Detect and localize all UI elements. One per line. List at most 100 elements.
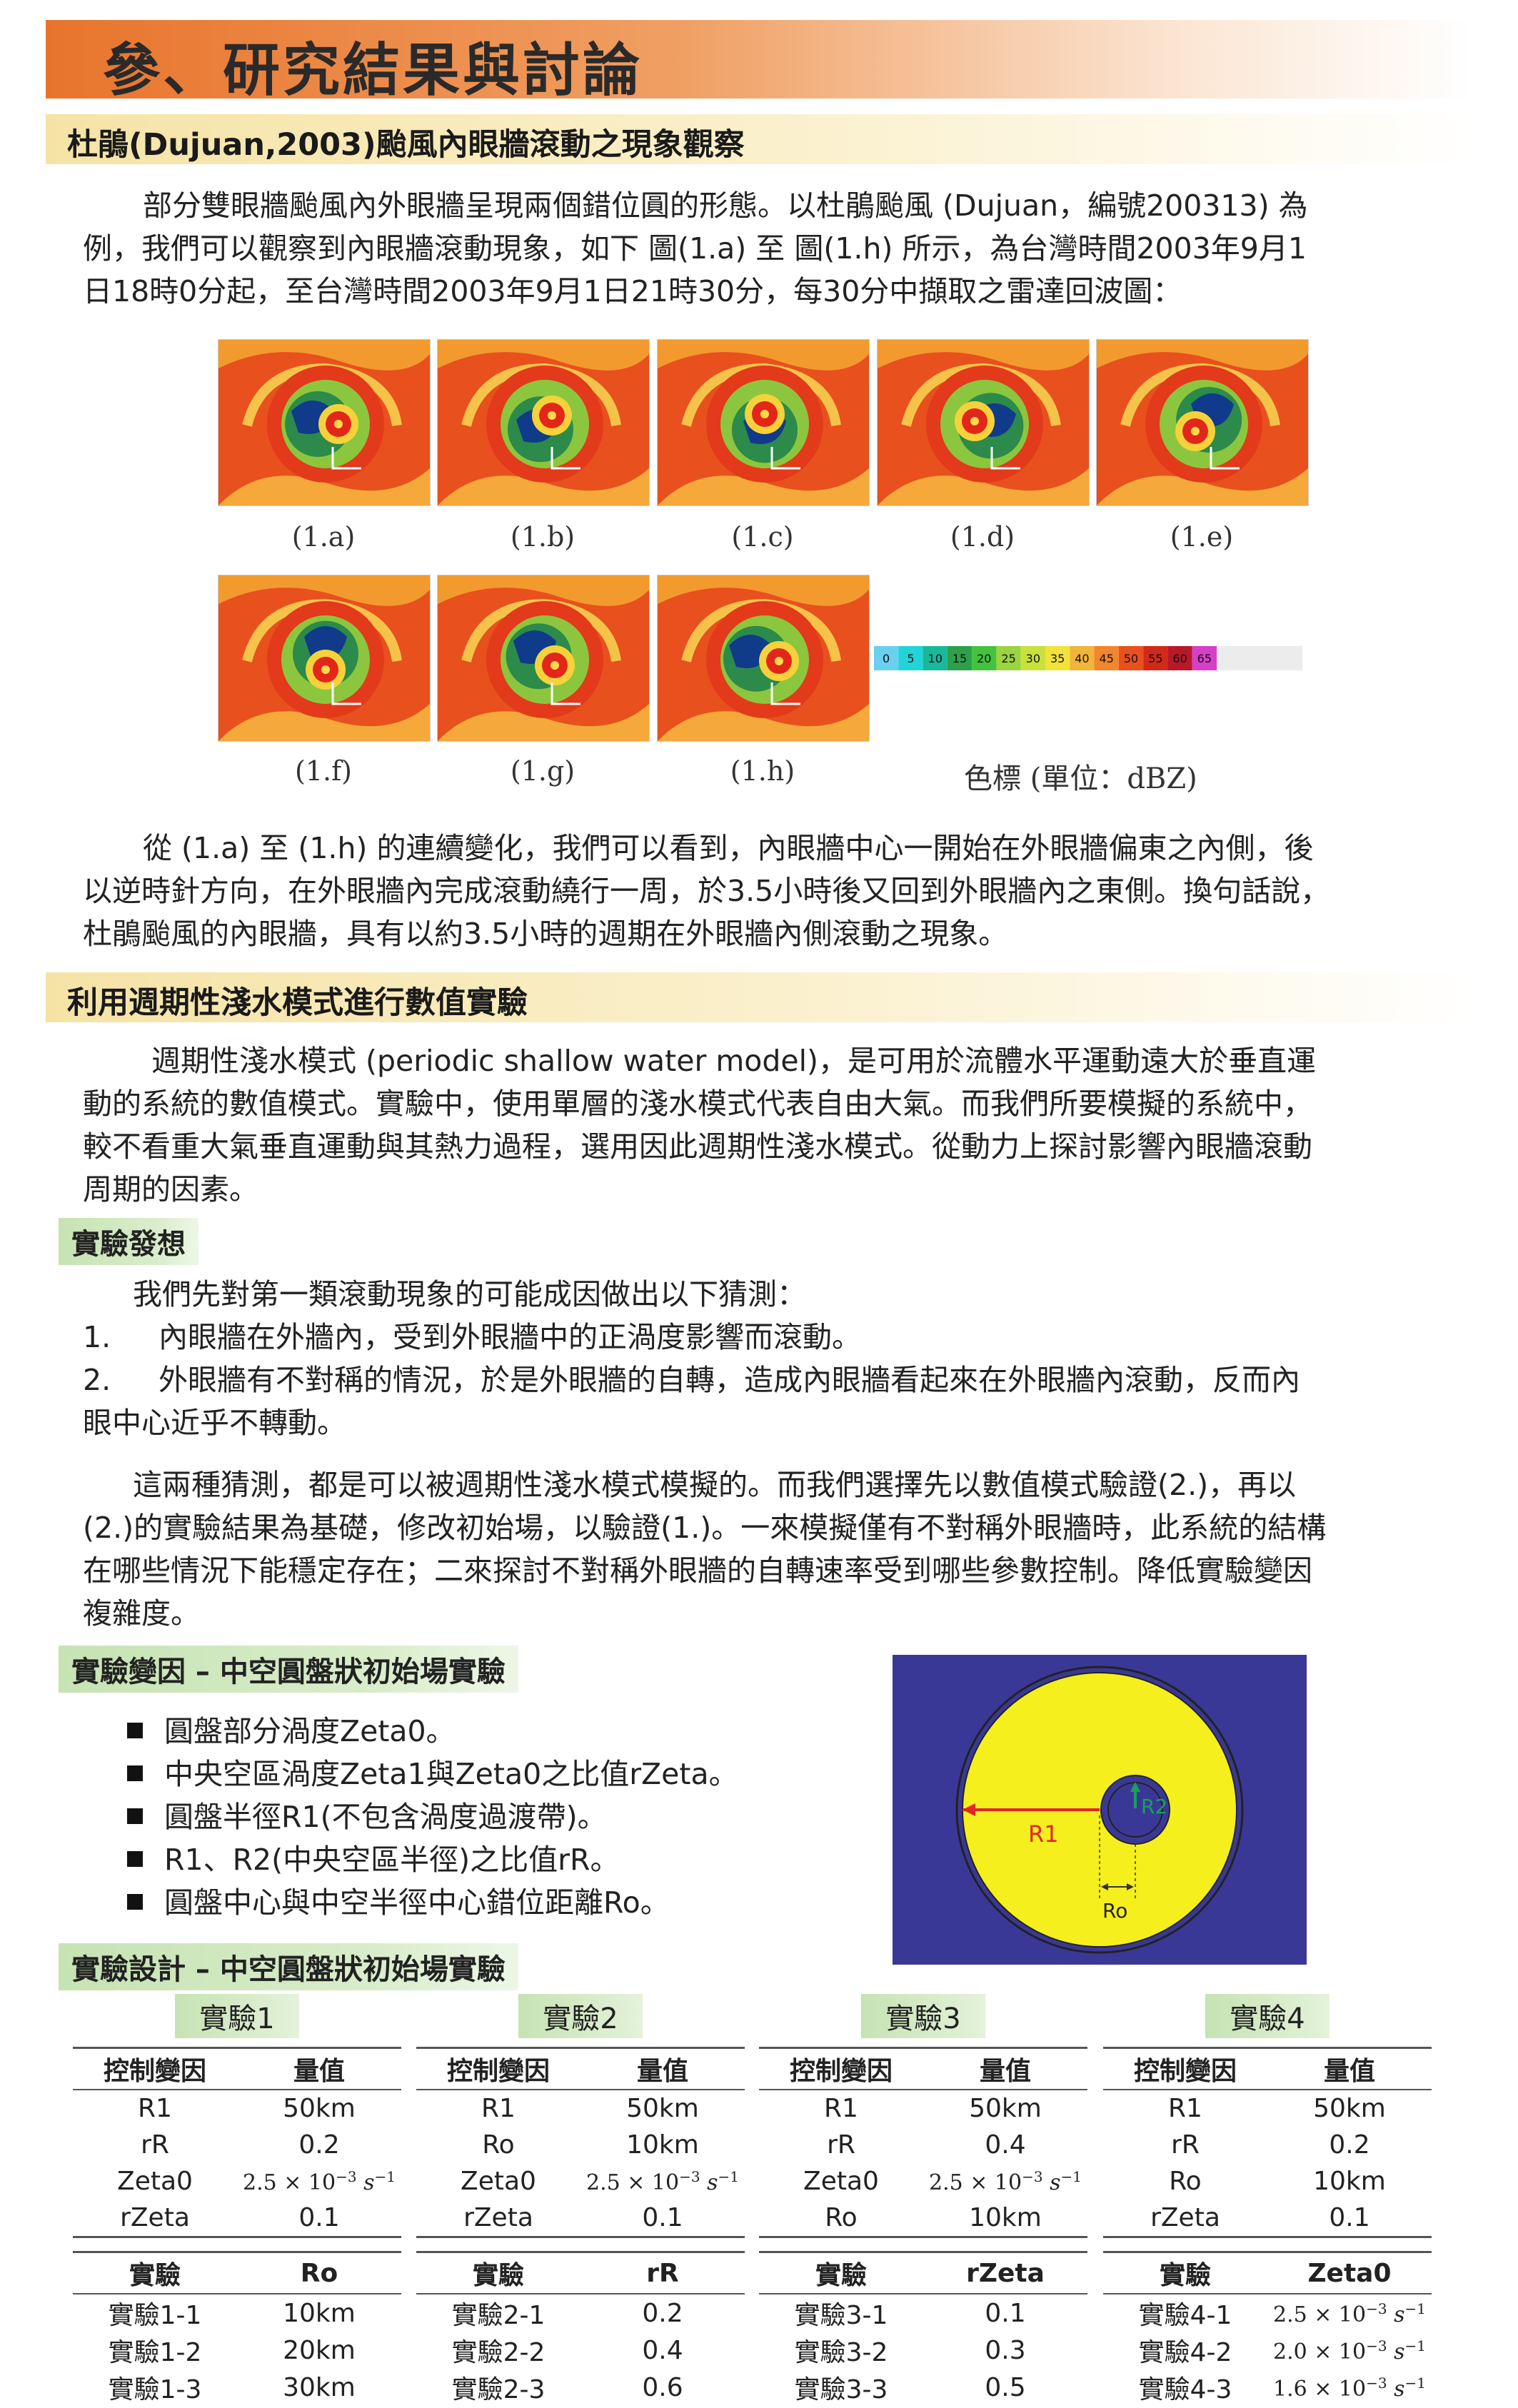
table-header: 量值 [1267,2047,1432,2090]
text-line: 複雜度。 [83,1596,200,1631]
radar-image-1c [657,339,870,506]
table-row: 實驗3-2 0.3 [759,2332,1087,2369]
table-cell: 50km [283,2094,356,2123]
color-bar-swatch [898,646,923,670]
text-line: 從 (1.a) 至 (1.h) 的連續變化，我們可以看到，內眼牆中心一開始在外眼… [143,831,1314,865]
table-row: rZeta 0.1 [1103,2200,1432,2238]
variable-item: R1、R2(中央空區半徑)之比值rR。 [127,1838,841,1881]
control-variable-table: 控制變因 量值 R1 50km Ro 10km Zeta0 2.5 × 10−3 s−1 rZe… [416,2047,745,2238]
variables-tag: 實驗變因 – 中空圓盤狀初始場實驗 [59,1646,518,1693]
table-cell: rR [1171,2130,1200,2160]
table-header: 控制變因 [73,2047,237,2090]
section-2-title: 利用週期性淺水模式進行數值實驗 [67,985,528,1021]
bullet-square-icon [127,1894,143,1910]
table-header: 控制變因 [1103,2047,1267,2090]
text-line: 動的系統的數值模式。實驗中，使用單層的淺水模式代表自由大氣。而我們所要模擬的系統… [83,1087,1312,1121]
radar-image-1f [218,575,431,742]
table-header: rZeta [923,2251,1087,2294]
idea-item-2: 2. 外眼牆有不對稱的情況，於是外眼牆的自轉，造成內眼牆看起來在外眼牆內滾動，反而… [83,1359,1454,1401]
table-cell: Zeta0 [461,2167,536,2196]
table-row: 實驗2-2 0.4 [416,2332,745,2369]
table-cell: 0.1 [237,2200,401,2238]
table-cell: Ro [1169,2167,1202,2196]
table-cell: 10km [626,2130,699,2160]
table-cell: rZeta [1103,2200,1267,2238]
table-cell: rR [827,2130,855,2160]
color-bar-tick: 40 [1075,652,1089,665]
table-cell: 0.1 [580,2200,745,2238]
table-cell: 實驗4-2 [1138,2338,1232,2367]
table-header: 量值 [237,2047,401,2090]
text-line: 周期的因素。 [83,1172,258,1206]
color-bar-tick: 10 [928,652,943,665]
experiment-title: 實驗4 [1205,1994,1329,2038]
table-cell: 2.5 × 10−3 s−1 [580,2163,745,2200]
table-header: 量值 [580,2047,745,2090]
caption-1h: (1.h) [730,755,795,787]
table-cell: 實驗1-2 [108,2338,202,2367]
section-2-header: 利用週期性淺水模式進行數值實驗 [46,972,1471,1022]
table-cell: 0.1 [1267,2200,1432,2238]
table-cell: 實驗3-3 [794,2375,888,2404]
table-cell: 2.5 × 10−3 s−1 [1267,2294,1432,2332]
color-bar-tick: 45 [1100,652,1114,665]
chapter-title: 參、研究結果與討論 [103,37,643,104]
chapter-header: 參、研究結果與討論 [46,20,1471,104]
color-bar-swatch [996,646,1021,670]
table-cell: 實驗2-1 [451,2301,546,2330]
table-header: Zeta0 [1267,2251,1432,2294]
table-header: 量值 [923,2047,1087,2090]
text-line: 部分雙眼牆颱風內外眼牆呈現兩個錯位圓的形態。以杜鵑颱風 (Dujuan，編號20… [143,188,1308,223]
color-bar-tail [1217,646,1302,670]
table-cell: rR [141,2130,169,2160]
caption-1f: (1.f) [295,755,352,787]
color-bar-label: 色標 (單位：dBZ) [964,762,1197,795]
section-1-paragraph: 部分雙眼牆颱風內外眼牆呈現兩個錯位圓的形態。以杜鵑颱風 (Dujuan，編號20… [83,184,1439,313]
table-cell: 50km [969,2094,1042,2123]
table-row: 實驗4-3 1.6 × 10−3 s−1 [1103,2369,1432,2406]
sci-value: 2.5 × 10−3 s−1 [928,2168,1082,2195]
table-cell: 0.3 [985,2335,1026,2365]
table-cell: 0.1 [985,2298,1026,2328]
table-cell: Zeta0 [803,2167,879,2196]
bullet-square-icon [127,1723,143,1738]
table-header: 實驗 [73,2251,237,2294]
variable-item: 圓盤中心與中空半徑中心錯位距離Ro。 [127,1881,841,1924]
text-line: 較不看重大氣垂直運動與其熱力過程，選用因此週期性淺水模式。從動力上探討影響內眼牆… [83,1129,1312,1164]
variable-item: 圓盤部分渦度Zeta0。 [127,1710,841,1753]
bullet-square-icon [127,1765,143,1781]
experiment-title: 實驗1 [175,1994,299,2038]
ro-label: Ro [1102,1899,1127,1923]
table-cell: 實驗4-1 [1138,2301,1232,2330]
text-line: 杜鵑颱風的內眼牆，具有以約3.5小時的週期在外眼牆內側滾動之現象。 [83,917,1008,951]
table-cell: rZeta [73,2200,237,2238]
table-row: Ro 10km [416,2127,745,2163]
table-cell: R1 [138,2094,172,2123]
r1-arrow-head [962,1803,975,1816]
sci-value: 2.5 × 10−3 s−1 [1272,2299,1426,2327]
table-cell: 實驗3-1 [794,2301,888,2330]
table-cell: R1 [481,2094,516,2123]
table-cell: 實驗2-3 [451,2375,546,2404]
text-line: 這兩種猜測，都是可以被週期性淺水模式模擬的。而我們選擇先以數值模式驗證(2.)，… [133,1468,1297,1502]
table-cell: 0.6 [642,2372,683,2402]
color-bar: 0 5 10 15 20 25 30 35 40 45 50 55 60 65 [874,646,1302,670]
table-row: rR 0.2 [1103,2127,1432,2163]
table-cell: 2.5 × 10−3 s−1 [923,2163,1087,2200]
variable-text: R1、R2(中央空區半徑)之比值rR。 [164,1843,620,1877]
sci-value: 2.0 × 10−3 s−1 [1272,2337,1426,2364]
idea-text: 內眼牆在外牆內，受到外眼牆中的正渦度影響而滾動。 [159,1320,861,1354]
ro-arrow-head-right [1127,1883,1134,1890]
table-header: 實驗 [759,2251,923,2294]
table-cell: 10km [923,2200,1087,2238]
table-cell: 1.6 × 10−3 s−1 [1267,2369,1432,2406]
table-header: Ro [237,2251,401,2294]
caption-1d: (1.d) [950,521,1015,553]
r2-label: R2 [1141,1795,1167,1818]
table-cell: 實驗1-3 [108,2375,202,2404]
text-line: 日18時0分起，至台灣時間2003年9月1日21時30分，每30分中擷取之雷達回… [83,274,1182,308]
radar-image-1e [1096,339,1309,506]
table-cell: 50km [1313,2094,1386,2123]
color-bar-tick: 35 [1050,652,1065,665]
r2-arrow-head [1130,1782,1140,1792]
